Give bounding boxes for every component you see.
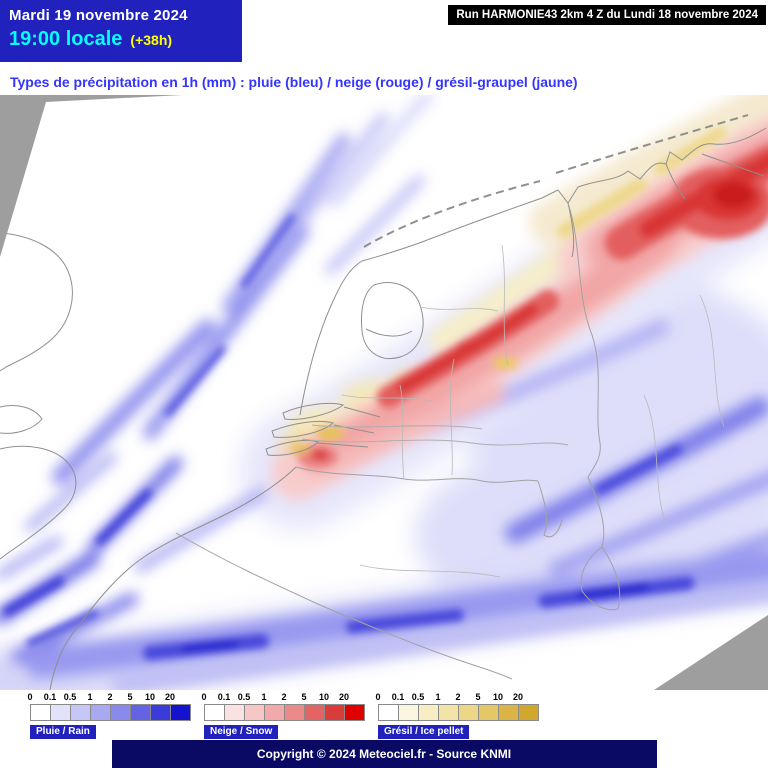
rivers xyxy=(301,424,569,446)
legend-cell xyxy=(204,704,225,721)
legend-label: Pluie / Rain xyxy=(30,725,96,739)
legend-tick: 0.1 xyxy=(217,692,231,702)
geography-layer xyxy=(0,114,767,690)
forecast-map xyxy=(0,65,768,690)
legend-cell xyxy=(110,704,131,721)
legend-cell xyxy=(418,704,439,721)
legend-cell xyxy=(50,704,71,721)
forecast-time-line: 19:00 locale (+38h) xyxy=(9,28,233,51)
legend-cell xyxy=(244,704,265,721)
copyright-text: Copyright © 2024 Meteociel.fr - Source K… xyxy=(256,747,512,761)
forecast-time: 19:00 locale xyxy=(9,28,123,50)
legend-ticks: 0 0.1 0.5 1 2 5 10 20 xyxy=(201,692,365,703)
legend-label: Neige / Snow xyxy=(204,725,279,739)
legend-tick: 10 xyxy=(318,692,329,702)
legend-tick: 20 xyxy=(512,692,523,702)
footer: Copyright © 2024 Meteociel.fr - Source K… xyxy=(0,740,768,768)
legend-cell xyxy=(378,704,399,721)
legend-tick: 0.5 xyxy=(237,692,251,702)
legend-cell xyxy=(498,704,519,721)
legend-cell xyxy=(90,704,111,721)
legend-rain: 0 0.1 0.5 1 2 5 10 20 Pluie / Rain xyxy=(27,692,191,739)
legend-tick: 0 xyxy=(375,692,381,702)
legend-tick: 1 xyxy=(435,692,441,702)
legend-cell xyxy=(438,704,459,721)
legend-tick: 10 xyxy=(492,692,503,702)
legend-tick: 10 xyxy=(144,692,155,702)
legend-tick: 5 xyxy=(475,692,481,702)
legend-cell xyxy=(518,704,539,721)
forecast-offset: (+38h) xyxy=(130,32,173,48)
forecast-map-svg xyxy=(0,65,768,690)
legend-tick: 1 xyxy=(87,692,93,702)
datetime-box: Mardi 19 novembre 2024 19:00 locale (+38h… xyxy=(0,0,242,62)
wadden-islands xyxy=(363,114,749,248)
legend-cell xyxy=(284,704,305,721)
legend-cell xyxy=(478,704,499,721)
legend-tick: 0.5 xyxy=(411,692,425,702)
legend-color-scale xyxy=(204,704,365,721)
legend-tick: 2 xyxy=(281,692,287,702)
legend-tick: 5 xyxy=(301,692,307,702)
legend-tick: 5 xyxy=(127,692,133,702)
model-run-text: Run HARMONIE43 2km 4 Z du Lundi 18 novem… xyxy=(456,9,758,21)
legend-tick: 0.1 xyxy=(391,692,405,702)
legend-tick: 20 xyxy=(164,692,175,702)
legend-cell xyxy=(344,704,365,721)
legend-cell xyxy=(324,704,345,721)
legend-cell xyxy=(30,704,51,721)
precipitation-layers xyxy=(0,80,768,690)
map-title: Types de précipitation en 1h (mm) : plui… xyxy=(10,74,578,90)
legend-ticks: 0 0.1 0.5 1 2 5 10 20 xyxy=(27,692,191,703)
region-borders xyxy=(341,244,725,578)
coastlines xyxy=(0,127,767,690)
legend-row: 0 0.1 0.5 1 2 5 10 20 Pluie / Rain 0 0.1 0.5 1 2 5 10 20… xyxy=(0,692,768,742)
legend-color-scale xyxy=(378,704,539,721)
precipitation-core-layer xyxy=(3,127,768,660)
model-run-info: Run HARMONIE43 2km 4 Z du Lundi 18 novem… xyxy=(448,5,766,25)
legend-cell xyxy=(458,704,479,721)
legend-cell xyxy=(170,704,191,721)
legend-tick: 0 xyxy=(27,692,33,702)
legend-color-scale xyxy=(30,704,191,721)
legend-tick: 0.1 xyxy=(43,692,57,702)
legend-ticks: 0 0.1 0.5 1 2 5 10 20 xyxy=(375,692,539,703)
legend-label: Grésil / Ice pellet xyxy=(378,725,470,739)
legend-cell xyxy=(304,704,325,721)
legend-cell xyxy=(130,704,151,721)
legend-tick: 0 xyxy=(201,692,207,702)
legend-graupel: 0 0.1 0.5 1 2 5 10 20 Grésil / Ice pellet xyxy=(375,692,539,739)
legend-snow: 0 0.1 0.5 1 2 5 10 20 Neige / Snow xyxy=(201,692,365,739)
legend-cell xyxy=(398,704,419,721)
legend-cell xyxy=(224,704,245,721)
legend-tick: 1 xyxy=(261,692,267,702)
legend-tick: 20 xyxy=(338,692,349,702)
legend-cell xyxy=(150,704,171,721)
forecast-date: Mardi 19 novembre 2024 xyxy=(9,7,188,24)
legend-cell xyxy=(264,704,285,721)
legend-tick: 2 xyxy=(107,692,113,702)
legend-tick: 0.5 xyxy=(63,692,77,702)
copyright-bar: Copyright © 2024 Meteociel.fr - Source K… xyxy=(111,740,657,768)
legend-cell xyxy=(70,704,91,721)
country-borders xyxy=(175,202,621,680)
legend-tick: 2 xyxy=(455,692,461,702)
